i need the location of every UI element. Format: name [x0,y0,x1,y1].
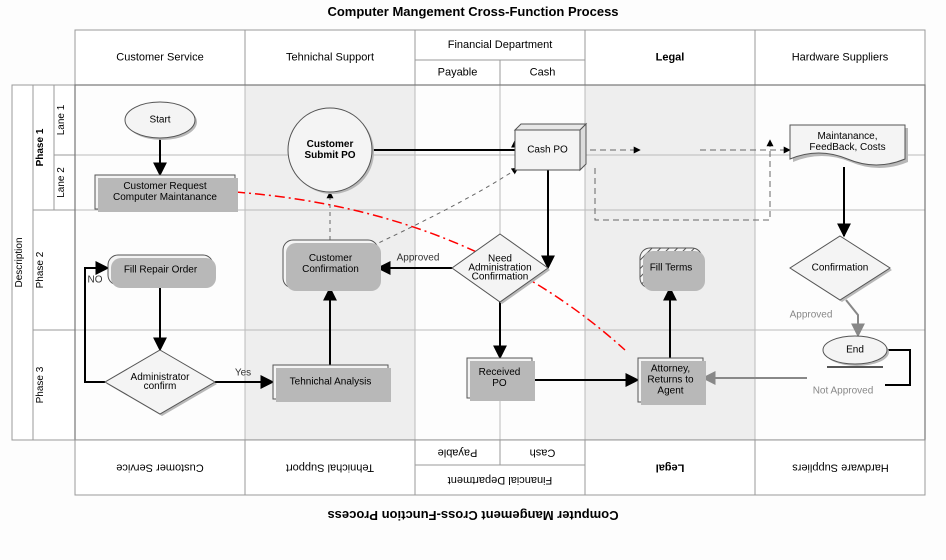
svg-text:Returns to: Returns to [647,375,694,386]
svg-text:Cash PO: Cash PO [527,145,568,156]
svg-text:Confirmation: Confirmation [472,272,529,283]
svg-text:Lane 1: Lane 1 [56,104,67,135]
svg-text:Yes: Yes [235,368,251,379]
svg-text:Customer Service: Customer Service [116,461,203,473]
svg-text:Lane 2: Lane 2 [56,167,67,198]
svg-text:Phase 3: Phase 3 [35,366,46,403]
svg-text:Fill Repair Order: Fill Repair Order [124,265,198,276]
svg-text:Confirmation: Confirmation [812,263,869,274]
svg-text:Customer Service: Customer Service [116,51,203,63]
svg-text:Phase 2: Phase 2 [35,251,46,288]
svg-text:Computer Mangement Cross-Funct: Computer Mangement Cross-Function Proces… [327,508,618,523]
svg-text:Received: Received [479,367,521,378]
svg-text:Computer Maintanance: Computer Maintanance [113,192,217,203]
svg-text:Customer: Customer [309,253,353,264]
svg-text:Fill Terms: Fill Terms [650,263,693,274]
svg-text:End: End [846,345,864,356]
svg-text:Approved: Approved [790,310,833,321]
svg-text:Payable: Payable [438,446,478,458]
svg-text:Maintanance,: Maintanance, [817,131,877,142]
svg-text:Financial Department: Financial Department [448,39,553,51]
svg-text:Confirmation: Confirmation [302,264,359,275]
svg-text:FeedBack, Costs: FeedBack, Costs [809,142,885,153]
svg-text:NO: NO [88,275,103,286]
svg-text:Cash: Cash [530,66,556,78]
swimlane-diagram: Computer Mangement Cross-Function Proces… [0,0,946,560]
svg-text:Customer: Customer [307,139,354,150]
svg-text:Tehnichal Support: Tehnichal Support [286,461,374,473]
svg-text:Agent: Agent [657,386,683,397]
svg-text:Description: Description [14,237,25,287]
svg-text:Phase 1: Phase 1 [35,128,46,166]
svg-text:Start: Start [149,115,170,126]
svg-text:Computer Mangement Cross-Funct: Computer Mangement Cross-Function Proces… [327,4,618,19]
svg-text:Submit PO: Submit PO [304,150,355,161]
svg-text:Not Approved: Not Approved [813,386,874,397]
svg-text:Cash: Cash [530,446,556,458]
svg-text:Financial Department: Financial Department [448,474,553,486]
svg-text:Customer Request: Customer Request [123,181,207,192]
svg-text:Legal: Legal [656,51,685,63]
svg-text:Tehnichal Analysis: Tehnichal Analysis [290,377,372,388]
svg-text:confirm: confirm [144,381,177,392]
svg-text:Attorney,: Attorney, [651,364,690,375]
svg-text:PO: PO [492,378,507,389]
svg-text:Hardware Suppliers: Hardware Suppliers [792,461,889,473]
svg-text:Payable: Payable [438,66,478,78]
svg-text:Tehnichal Support: Tehnichal Support [286,51,374,63]
svg-text:Legal: Legal [656,461,685,473]
svg-text:Hardware Suppliers: Hardware Suppliers [792,51,889,63]
svg-text:Approved: Approved [397,253,440,264]
